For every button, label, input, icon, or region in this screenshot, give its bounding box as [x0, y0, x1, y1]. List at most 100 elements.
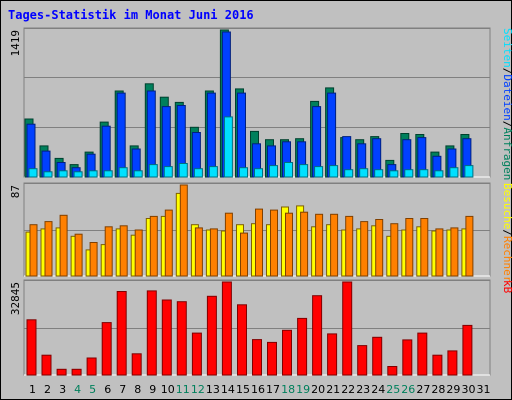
- bar-seiten-day-7: [118, 167, 128, 178]
- bar-kb-day-1: [26, 319, 37, 376]
- legend-entry-seiten: Seiten: [501, 28, 512, 68]
- legend-separator: /: [501, 229, 512, 236]
- bar-rechner-day-18: [285, 212, 293, 277]
- bar-kb-day-8: [131, 353, 142, 376]
- bar-dateien-day-6: [101, 125, 111, 178]
- legend-entry-dateien: Dateien: [501, 74, 512, 120]
- x-tick-label-day-16: 16: [251, 383, 265, 396]
- bar-rechner-day-10: [164, 209, 173, 277]
- x-tick-label-day-26: 26: [401, 383, 415, 396]
- bar-seiten-day-17: [269, 165, 278, 178]
- legend-entry-kb: kB: [501, 280, 512, 294]
- bar-dateien-day-15: [237, 92, 246, 178]
- bar-kb-day-27: [417, 332, 428, 376]
- bar-kb-day-17: [267, 341, 277, 376]
- bar-rechner-day-16: [255, 208, 263, 277]
- bar-rechner-day-6: [104, 226, 113, 277]
- x-tick-label-day-14: 14: [221, 383, 235, 396]
- bar-seiten-day-5: [88, 170, 98, 178]
- x-tick-label-day-19: 19: [296, 383, 310, 396]
- legend-separator: /: [501, 121, 512, 128]
- x-tick-label-day-10: 10: [161, 383, 175, 396]
- x-tick-label-day-27: 27: [416, 383, 430, 396]
- bar-kb-day-7: [116, 291, 127, 376]
- bar-rechner-day-21: [330, 213, 339, 277]
- bar-kb-day-13: [206, 295, 217, 376]
- legend-1: Seiten/Dateien/Anfragen: [501, 28, 512, 180]
- x-tick-label-day-1: 1: [29, 383, 36, 396]
- bar-seiten-day-8: [133, 170, 143, 178]
- bar-rechner-day-1: [29, 224, 38, 277]
- bar-kb-day-5: [86, 357, 97, 376]
- bar-seiten-day-19: [299, 164, 309, 178]
- bar-kb-day-29: [447, 350, 458, 376]
- bar-seiten-day-11: [178, 163, 188, 178]
- bar-rechner-day-11: [179, 184, 188, 277]
- bar-seiten-day-3: [58, 170, 68, 178]
- bar-seiten-day-16: [254, 168, 263, 178]
- bar-rechner-day-15: [240, 232, 248, 277]
- bar-rechner-day-19: [300, 211, 309, 277]
- bar-kb-day-11: [176, 301, 187, 376]
- x-tick-label-day-23: 23: [356, 383, 370, 396]
- bar-kb-day-21: [327, 333, 338, 376]
- legend-entry-anfragen: Anfragen: [501, 127, 512, 180]
- bar-rechner-day-28: [435, 228, 444, 277]
- x-tick-label-day-18: 18: [281, 383, 295, 396]
- x-tick-label-day-2: 2: [44, 383, 51, 396]
- x-tick-label-day-20: 20: [311, 383, 325, 396]
- bar-kb-day-4: [71, 368, 82, 376]
- bar-rechner-day-24: [375, 219, 384, 277]
- bar-kb-day-26: [402, 339, 413, 376]
- y-max-label: 32845: [9, 282, 22, 315]
- x-tick-label-day-29: 29: [446, 383, 460, 396]
- legend-entry-rechner: Rechner: [501, 236, 512, 283]
- bar-seiten-day-27: [419, 169, 429, 178]
- bar-seiten-day-12: [193, 168, 203, 178]
- bar-seiten-day-26: [404, 169, 414, 178]
- x-tick-label-day-17: 17: [266, 383, 280, 396]
- bar-seiten-day-15: [239, 167, 248, 178]
- x-tick-label-day-13: 13: [206, 383, 220, 396]
- bar-rechner-day-9: [149, 215, 158, 277]
- x-tick-label-day-8: 8: [134, 383, 141, 396]
- bar-kb-day-28: [432, 354, 443, 376]
- bar-kb-day-6: [101, 322, 112, 376]
- bar-rechner-day-7: [119, 225, 128, 277]
- bar-kb-day-22: [342, 281, 353, 376]
- x-tick-label-day-28: 28: [431, 383, 445, 396]
- x-tick-label-day-15: 15: [236, 383, 250, 396]
- bar-rechner-day-20: [315, 213, 324, 277]
- legend-3: kB: [501, 280, 512, 294]
- bar-rechner-day-13: [209, 228, 218, 277]
- x-tick-label-day-22: 22: [341, 383, 355, 396]
- bar-dateien-day-13: [206, 92, 216, 178]
- x-tick-label-day-4: 4: [74, 383, 81, 396]
- bar-kb-day-3: [56, 368, 67, 376]
- bar-rechner-day-27: [420, 218, 429, 277]
- bar-seiten-day-10: [163, 166, 173, 178]
- bar-dateien-day-21: [327, 92, 337, 178]
- bar-seiten-day-24: [374, 169, 384, 178]
- x-tick-label-day-9: 9: [149, 383, 156, 396]
- legend-2: Besuche/Rechner: [501, 183, 512, 283]
- bar-rechner-day-26: [405, 218, 414, 277]
- bar-seiten-day-14: [223, 116, 233, 178]
- y-max-label: 87: [9, 185, 22, 198]
- x-tick-label-day-5: 5: [89, 383, 96, 396]
- bar-seiten-day-28: [434, 170, 444, 178]
- bar-seiten-day-23: [359, 168, 369, 178]
- bar-kb-day-15: [237, 304, 247, 376]
- bar-rechner-day-4: [74, 233, 83, 277]
- bar-rechner-day-12: [194, 227, 203, 277]
- x-tick-label-day-31: 31: [477, 383, 491, 396]
- bar-rechner-day-8: [134, 229, 143, 277]
- bar-kb-day-9: [146, 290, 157, 376]
- bar-rechner-day-2: [44, 221, 53, 277]
- bar-seiten-day-30: [464, 165, 474, 178]
- bar-rechner-day-29: [450, 227, 459, 277]
- bar-kb-day-23: [357, 345, 368, 376]
- bar-kb-day-2: [41, 354, 52, 376]
- bar-seiten-day-20: [314, 166, 324, 178]
